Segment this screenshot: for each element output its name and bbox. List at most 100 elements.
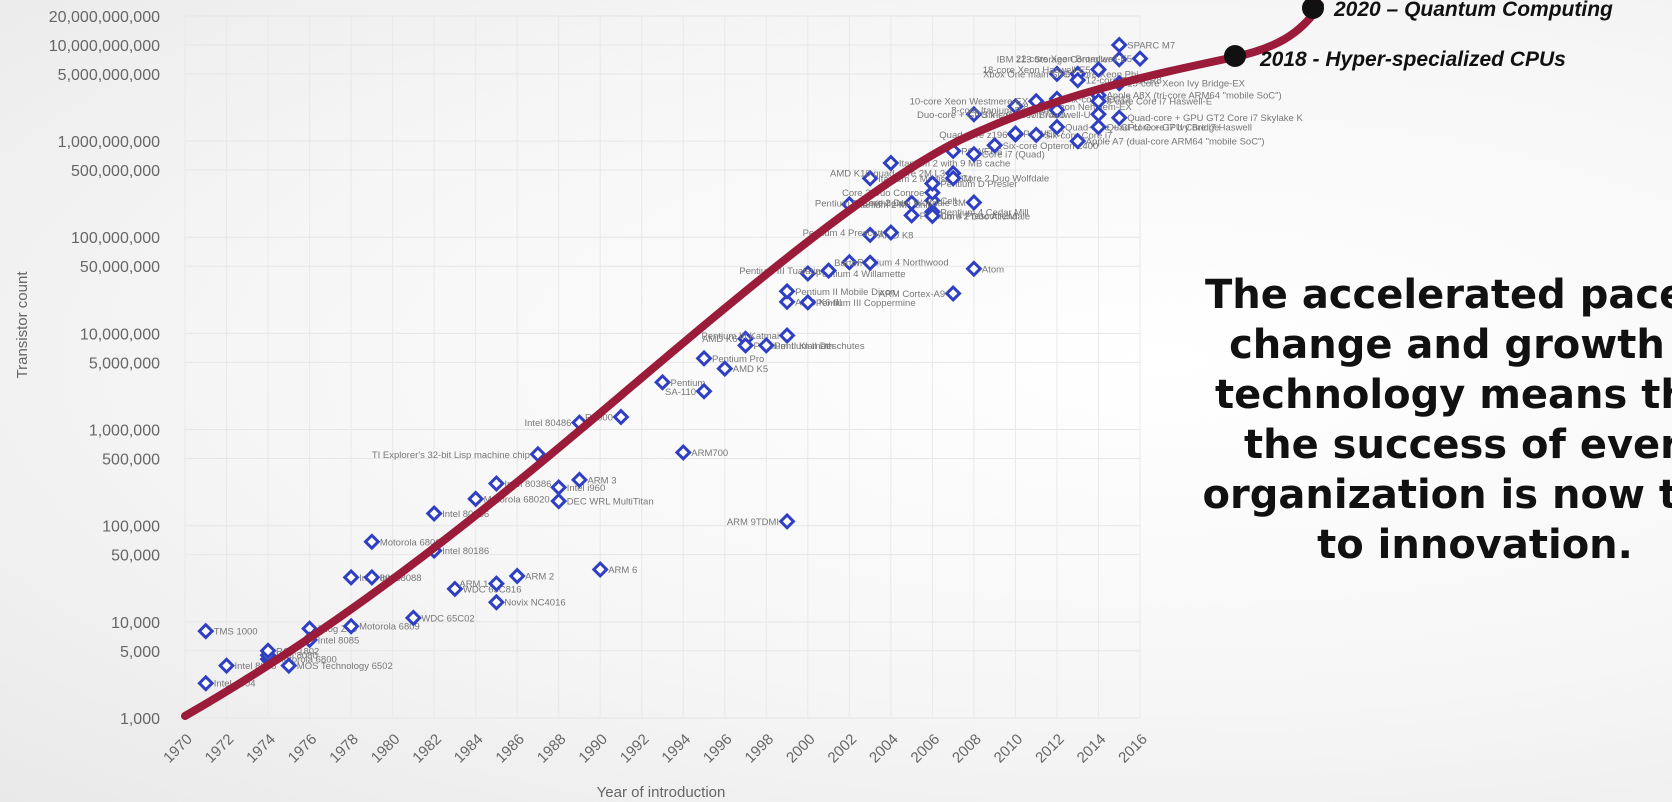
data-point: Core 2 Duo Allendale	[923, 207, 1030, 225]
point-marker	[363, 533, 381, 551]
point-label: Intel 80486	[524, 418, 571, 429]
x-tick-label: 1986	[492, 731, 528, 767]
point-label: Core 2 Duo Allendale	[940, 211, 1030, 222]
milestone-label: 2020 – Quantum Computing	[1333, 0, 1613, 21]
data-point: Pentium Pro	[695, 349, 764, 367]
data-point: Intel 8008	[218, 657, 277, 675]
data-point: AMD K6-III	[778, 293, 842, 311]
y-tick-label: 1,000	[120, 711, 160, 728]
x-tick-label: 1990	[575, 731, 611, 767]
point-marker	[695, 382, 713, 400]
point-label: Pentium Pro	[712, 354, 764, 365]
point-label: Core 2 Duo Wolfdale	[961, 174, 1049, 185]
point-label: Motorola 68000	[380, 537, 446, 548]
milestone-dot	[1302, 0, 1324, 19]
point-marker	[1089, 92, 1107, 110]
x-tick-label: 2008	[949, 731, 985, 767]
point-label: Cell	[940, 196, 956, 207]
point-marker	[259, 642, 277, 660]
point-marker	[280, 657, 298, 675]
data-point: Motorola 68020	[467, 490, 550, 508]
point-marker	[923, 207, 941, 225]
x-axis-title: Year of introduction	[597, 784, 726, 801]
data-point: ARM 3	[570, 471, 617, 489]
point-label: ARM 3	[587, 475, 616, 486]
point-label: Pentium II Deschutes	[774, 341, 865, 352]
point-label: WDC 65C816	[463, 584, 522, 595]
data-point: 22-core Xeon Broadwell-E5	[1016, 50, 1149, 68]
data-point: IBM z13 Storage Controller	[997, 50, 1128, 68]
data-point: Core 2 Duo Wolfdale 3M	[862, 193, 983, 211]
data-point: WDC 65C816	[446, 580, 522, 598]
point-marker	[1131, 50, 1149, 68]
data-point: Pentium II Klamath	[737, 336, 834, 354]
data-point: Intel 80486	[524, 414, 588, 432]
y-tick-label: 1,000,000	[89, 423, 160, 440]
data-point: Quad-core + GPU Core i7 Haswell	[1089, 118, 1252, 136]
point-label: Pentium II Klamath	[754, 341, 834, 352]
point-marker	[425, 504, 443, 522]
point-marker	[986, 136, 1004, 154]
point-label: Intel 8008	[235, 661, 277, 672]
data-point: ARM 6	[591, 561, 637, 579]
point-label: AMD K5	[733, 364, 768, 375]
data-point: 18-core Xeon Haswell-E5	[983, 60, 1107, 78]
y-tick-label: 10,000,000,000	[49, 38, 160, 55]
point-marker	[861, 226, 879, 244]
data-point: Pentium III Tualatin	[739, 262, 838, 280]
point-marker	[570, 471, 588, 489]
point-label: Intel 8086	[359, 573, 401, 584]
data-point: TMS 1000	[197, 622, 258, 640]
point-marker	[757, 336, 775, 354]
point-marker	[550, 492, 568, 510]
data-point: Apple A7 (dual-core ARM64 "mobile SoC")	[1069, 132, 1265, 150]
point-label: Intel 80186	[442, 546, 489, 557]
data-point: Quad-core + GPU GT2 Core i7 Skylake K	[1110, 109, 1303, 127]
data-point: Intel i960	[550, 478, 605, 496]
point-label: Itanium 2 McKinley	[857, 200, 938, 211]
point-marker	[840, 253, 858, 271]
data-point: Core 2 Duo Wolfdale	[944, 169, 1049, 187]
milestone-hyper-specialized-cpus: 2018 - Hyper-specialized CPUs	[1224, 45, 1566, 71]
point-marker	[487, 593, 505, 611]
point-marker	[1069, 132, 1087, 150]
point-marker	[965, 260, 983, 278]
x-tick-label: 2000	[783, 731, 819, 767]
point-label: Pentium III Coppermine	[816, 298, 916, 309]
point-marker	[965, 105, 983, 123]
y-tick-label: 10,000	[111, 615, 160, 632]
point-marker	[1110, 109, 1128, 127]
point-label: DEC WRL MultiTitan	[567, 497, 654, 508]
point-marker	[903, 194, 921, 212]
point-marker	[799, 293, 817, 311]
point-label: Itanium 2 Madison 6M	[878, 174, 972, 185]
point-label: Pentium 4 Willamette	[816, 269, 906, 280]
point-label: Barton	[834, 258, 862, 269]
milestone-dot	[1224, 45, 1246, 67]
point-label: Core 2 Duo Wolfdale 3M	[862, 198, 966, 209]
data-point: Barton	[834, 254, 879, 272]
x-tick-label: 2016	[1115, 731, 1151, 767]
point-marker	[218, 657, 236, 675]
point-label: Core i7 (Quad)	[982, 150, 1045, 161]
x-tick-label: 1998	[742, 731, 778, 767]
point-marker	[737, 336, 755, 354]
y-tick-label: 20,000,000,000	[49, 9, 160, 26]
point-label: 15-core Xeon Ivy Bridge-EX	[1127, 79, 1245, 90]
x-tick-label: 1972	[202, 731, 238, 767]
milestone-quantum-computing: 2020 – Quantum Computing	[1302, 0, 1613, 21]
data-point: Intel 80386	[487, 474, 551, 492]
point-label: Duo-core + GPU Iris Core i7 Broadwell-U	[917, 110, 1091, 121]
point-marker	[778, 282, 796, 300]
point-label: Motorola 6800	[276, 655, 337, 666]
point-marker	[882, 154, 900, 172]
point-marker	[487, 575, 505, 593]
data-point: RCA 1802	[259, 642, 319, 660]
x-tick-label: 1976	[285, 731, 321, 767]
point-label: Atom	[982, 264, 1004, 275]
data-point: ARM700	[674, 443, 728, 461]
data-point: Intel 80286	[425, 504, 489, 522]
data-point: MOS Technology 6502	[280, 657, 393, 675]
point-marker	[508, 567, 526, 585]
